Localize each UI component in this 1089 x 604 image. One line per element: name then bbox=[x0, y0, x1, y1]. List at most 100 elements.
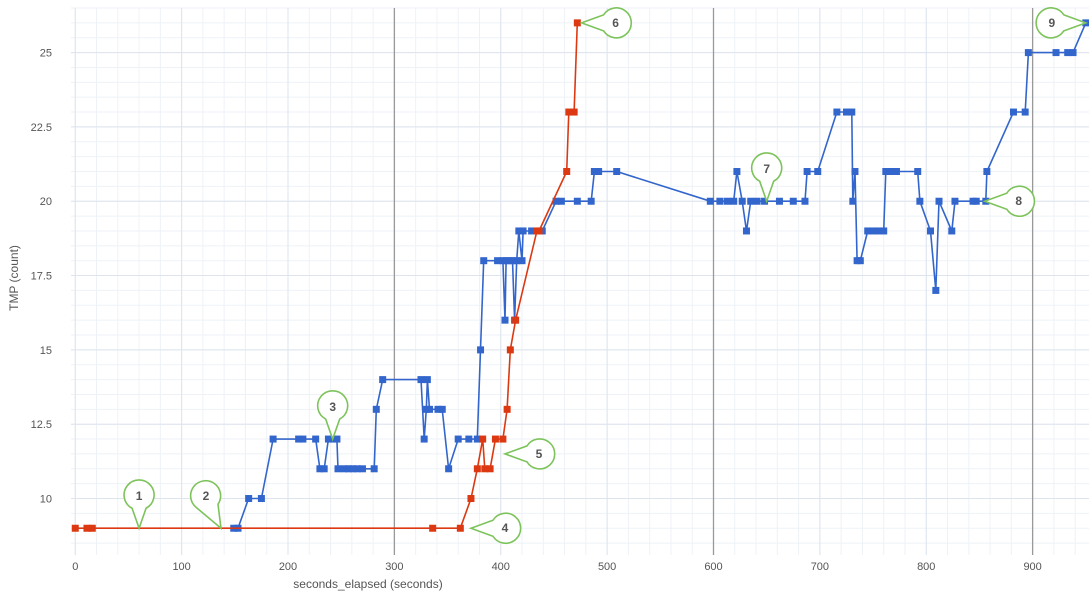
tick-labels: 0 100 200 300 400 500 600 700 800 9001012.51517.5… bbox=[31, 48, 1042, 573]
series-1-point bbox=[299, 435, 307, 443]
y-tick-label: 25 bbox=[40, 48, 52, 60]
series-1-point bbox=[372, 405, 380, 413]
series-1-point bbox=[849, 197, 857, 205]
x-tick-label: 700 bbox=[811, 561, 829, 573]
callout-3-bubble bbox=[316, 390, 349, 442]
callout-1-label: 1 bbox=[136, 489, 143, 503]
series-1-point bbox=[519, 227, 527, 235]
series-2-point bbox=[71, 524, 79, 532]
callout-4-bubble bbox=[468, 512, 522, 545]
series-1-point bbox=[345, 465, 353, 473]
callout-1: 1 bbox=[123, 479, 155, 531]
series-1-point bbox=[324, 435, 332, 443]
series-1-point bbox=[477, 346, 485, 354]
callout-3-label: 3 bbox=[329, 400, 336, 414]
series-1-point bbox=[445, 465, 453, 473]
series-2-point bbox=[563, 168, 571, 176]
series-1-point bbox=[425, 405, 433, 413]
series-1-point bbox=[814, 168, 822, 176]
series-1-point bbox=[869, 227, 877, 235]
callout-8-bubble bbox=[982, 185, 1036, 218]
series-1-point bbox=[856, 257, 864, 265]
callout-5-label: 5 bbox=[536, 447, 543, 461]
series-2-point bbox=[467, 495, 475, 503]
series-1-point bbox=[573, 197, 581, 205]
series-1-point bbox=[882, 168, 890, 176]
series-1-point bbox=[590, 168, 598, 176]
series-1-point bbox=[733, 168, 741, 176]
series-1-point bbox=[775, 197, 783, 205]
callout-8: 8 bbox=[982, 185, 1036, 218]
series-1-point bbox=[801, 197, 809, 205]
series-1-point bbox=[353, 465, 361, 473]
series-1-point bbox=[420, 435, 428, 443]
x-tick-label: 200 bbox=[279, 561, 297, 573]
series-1-point bbox=[320, 465, 328, 473]
series-1-point bbox=[438, 405, 446, 413]
series-1-point bbox=[1021, 108, 1029, 116]
callout-6-bubble bbox=[579, 7, 633, 39]
series-2-point bbox=[83, 524, 91, 532]
series-1-point bbox=[730, 197, 738, 205]
series-2-point bbox=[535, 227, 543, 235]
x-tick-label: 600 bbox=[704, 561, 722, 573]
series-1-point bbox=[557, 197, 565, 205]
y-tick-label: 22.5 bbox=[31, 122, 52, 134]
callout-3: 3 bbox=[316, 390, 349, 442]
y-tick-label: 12.5 bbox=[31, 419, 52, 431]
series-1-point bbox=[803, 168, 811, 176]
series-1-point bbox=[706, 197, 714, 205]
series-1-point bbox=[738, 197, 746, 205]
series-1-point bbox=[518, 257, 526, 265]
series-1-point bbox=[257, 495, 265, 503]
callout-6: 6 bbox=[579, 7, 633, 39]
series-1-point bbox=[874, 227, 882, 235]
series-1-point bbox=[833, 108, 841, 116]
series-1-point bbox=[716, 197, 724, 205]
callout-7: 7 bbox=[750, 152, 783, 204]
series-2-point bbox=[503, 405, 511, 413]
series-1-point bbox=[747, 197, 755, 205]
callout-7-label: 7 bbox=[763, 162, 770, 176]
series-1-point bbox=[842, 108, 850, 116]
series-2-point bbox=[456, 524, 464, 532]
series-1-point bbox=[851, 168, 859, 176]
series-2-point bbox=[570, 108, 578, 116]
series-2 bbox=[71, 19, 581, 532]
series-1-point bbox=[916, 197, 924, 205]
series-1-point bbox=[508, 257, 516, 265]
callout-2-bubble bbox=[189, 479, 223, 531]
series-1-point bbox=[864, 227, 872, 235]
series-1-point bbox=[753, 197, 761, 205]
series-2-point bbox=[481, 465, 489, 473]
x-tick-label: 300 bbox=[385, 561, 403, 573]
series-1-point bbox=[334, 465, 342, 473]
series-1-point bbox=[552, 197, 560, 205]
x-tick-label: 500 bbox=[598, 561, 616, 573]
series-1-point bbox=[932, 286, 940, 294]
callout-5: 5 bbox=[502, 438, 556, 470]
series-1-point bbox=[465, 435, 473, 443]
x-tick-label: 100 bbox=[172, 561, 190, 573]
y-tick-label: 20 bbox=[40, 196, 52, 208]
series-1-point bbox=[494, 257, 502, 265]
series-1-point bbox=[370, 465, 378, 473]
callout-5-bubble bbox=[502, 438, 556, 470]
series-1-point bbox=[892, 168, 900, 176]
series-1-point bbox=[295, 435, 303, 443]
series-1-point bbox=[513, 257, 521, 265]
callout-1-bubble bbox=[123, 479, 155, 531]
series-2-point bbox=[491, 435, 499, 443]
series-1-point bbox=[480, 257, 488, 265]
series-2-point bbox=[565, 108, 573, 116]
x-tick-label: 900 bbox=[1023, 561, 1041, 573]
x-tick-label: 400 bbox=[492, 561, 510, 573]
series-1-point bbox=[349, 465, 357, 473]
x-tick-label: 800 bbox=[917, 561, 935, 573]
series-1-point bbox=[723, 197, 731, 205]
series-1-point bbox=[935, 197, 943, 205]
series-1-point bbox=[333, 435, 341, 443]
series-1 bbox=[230, 19, 1089, 532]
series-1-point bbox=[1069, 49, 1077, 57]
